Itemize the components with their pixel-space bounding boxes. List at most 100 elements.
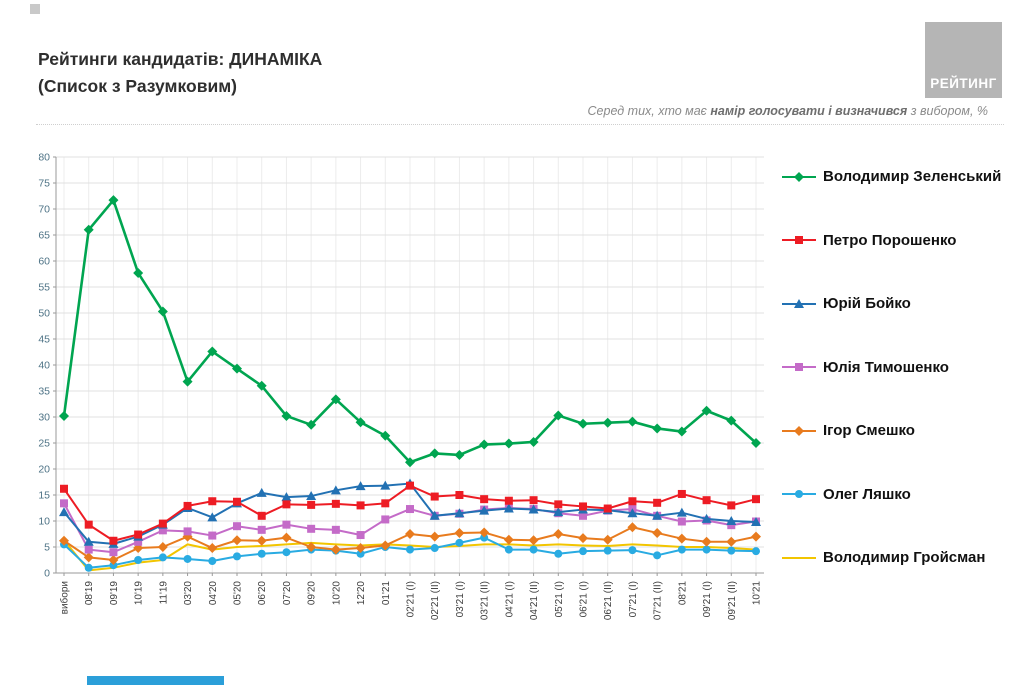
page-title: Рейтинги кандидатів: ДИНАМІКА (Список з Р… — [38, 46, 322, 100]
data-point — [652, 423, 663, 434]
legend-label: Петро Порошенко — [823, 231, 957, 249]
subtitle-prefix: Серед тих, хто має — [587, 104, 711, 118]
data-point — [331, 499, 340, 508]
data-point — [380, 480, 391, 490]
y-tick-label: 65 — [38, 230, 50, 242]
data-point — [182, 531, 193, 542]
subtitle-bold: намір голосувати і визначився — [710, 104, 908, 118]
data-point — [653, 551, 662, 560]
data-point — [752, 547, 760, 556]
series-line-6 — [63, 539, 757, 572]
x-tick-label: 08'19 — [84, 581, 95, 606]
data-point — [109, 548, 118, 557]
data-point — [430, 544, 439, 553]
y-tick-label: 60 — [38, 256, 50, 268]
data-point — [406, 481, 414, 490]
data-point — [554, 549, 563, 558]
data-point — [355, 481, 366, 491]
y-tick-label: 75 — [38, 178, 50, 190]
corner-mark — [30, 4, 40, 14]
data-point — [257, 549, 266, 558]
data-point — [455, 491, 464, 499]
x-tick-label: 04'21 (I) — [504, 581, 515, 617]
data-point — [257, 511, 266, 520]
data-point — [109, 536, 118, 545]
data-point — [701, 405, 712, 416]
rating-group-logo: РЕЙТИНГ — [925, 22, 1002, 98]
data-point — [60, 499, 68, 508]
data-point — [183, 527, 192, 536]
data-point — [602, 534, 613, 545]
legend-series-marker-icon — [782, 236, 816, 244]
x-tick-label: 05'21 (I) — [554, 581, 565, 617]
data-point — [479, 505, 490, 515]
x-tick-label: вибори — [59, 581, 71, 614]
data-point — [405, 457, 415, 468]
data-point — [380, 430, 391, 441]
page-title-line2: (Список з Разумковим) — [38, 76, 238, 97]
rating-logo-text: РЕЙТИНГ — [930, 76, 997, 91]
data-point — [233, 522, 241, 531]
subtitle-suffix: з вибором, % — [907, 104, 988, 118]
x-tick-label: 07'21 (II) — [653, 581, 664, 620]
data-point — [208, 531, 217, 540]
legend-series-marker-icon — [782, 298, 816, 308]
data-point — [454, 449, 465, 460]
data-point — [652, 527, 663, 538]
legend-label: Володимир Гройсман — [823, 549, 986, 566]
data-point — [480, 533, 489, 542]
data-point — [603, 546, 612, 555]
data-point — [405, 529, 415, 539]
legend-label: Юлія Тимошенко — [823, 358, 949, 376]
data-point — [702, 496, 711, 505]
data-point — [579, 547, 587, 556]
y-tick-label: 50 — [38, 308, 50, 320]
y-tick-label: 10 — [38, 516, 50, 528]
data-point — [157, 306, 168, 317]
data-point — [84, 545, 93, 554]
x-tick-label: 02'21 (II) — [430, 581, 441, 620]
data-point — [503, 503, 514, 513]
data-point — [504, 496, 513, 505]
data-point — [677, 517, 686, 526]
data-point — [134, 556, 143, 564]
data-point — [528, 436, 539, 447]
legend-item-4: Юлія Тимошенко — [782, 359, 1010, 376]
dotted-divider — [36, 124, 1004, 125]
data-point — [751, 438, 761, 448]
data-point — [59, 507, 69, 517]
data-point — [751, 531, 761, 542]
y-tick-label: 15 — [38, 490, 50, 502]
y-tick-label: 80 — [38, 152, 50, 164]
data-point — [727, 546, 736, 555]
data-point — [330, 485, 341, 495]
legend-label: Олег Ляшко — [823, 485, 911, 503]
data-point — [233, 552, 241, 561]
data-point — [430, 492, 439, 501]
data-point — [307, 524, 316, 533]
legend-item-6: Олег Ляшко — [782, 486, 1010, 503]
data-point — [134, 537, 143, 546]
legend-series-marker-icon — [782, 171, 816, 182]
data-point — [553, 410, 564, 421]
data-point — [109, 561, 118, 570]
legend-label: Юрій Бойко — [823, 295, 911, 312]
data-point — [406, 545, 414, 554]
data-point — [158, 526, 167, 535]
data-point — [529, 496, 538, 505]
data-point — [627, 508, 638, 518]
data-point — [233, 497, 241, 506]
data-point — [676, 426, 687, 437]
x-tick-label: 05'20 — [233, 581, 244, 606]
x-tick-label: 06'21 (II) — [603, 581, 614, 620]
x-tick-label: 11'19 — [158, 581, 169, 605]
data-point — [528, 535, 539, 546]
data-point — [554, 500, 563, 509]
data-point — [727, 501, 736, 510]
data-point — [726, 536, 737, 547]
data-point — [603, 504, 612, 513]
data-point — [281, 532, 292, 543]
data-point — [381, 499, 390, 508]
y-tick-label: 45 — [38, 334, 50, 346]
data-point — [578, 533, 588, 544]
